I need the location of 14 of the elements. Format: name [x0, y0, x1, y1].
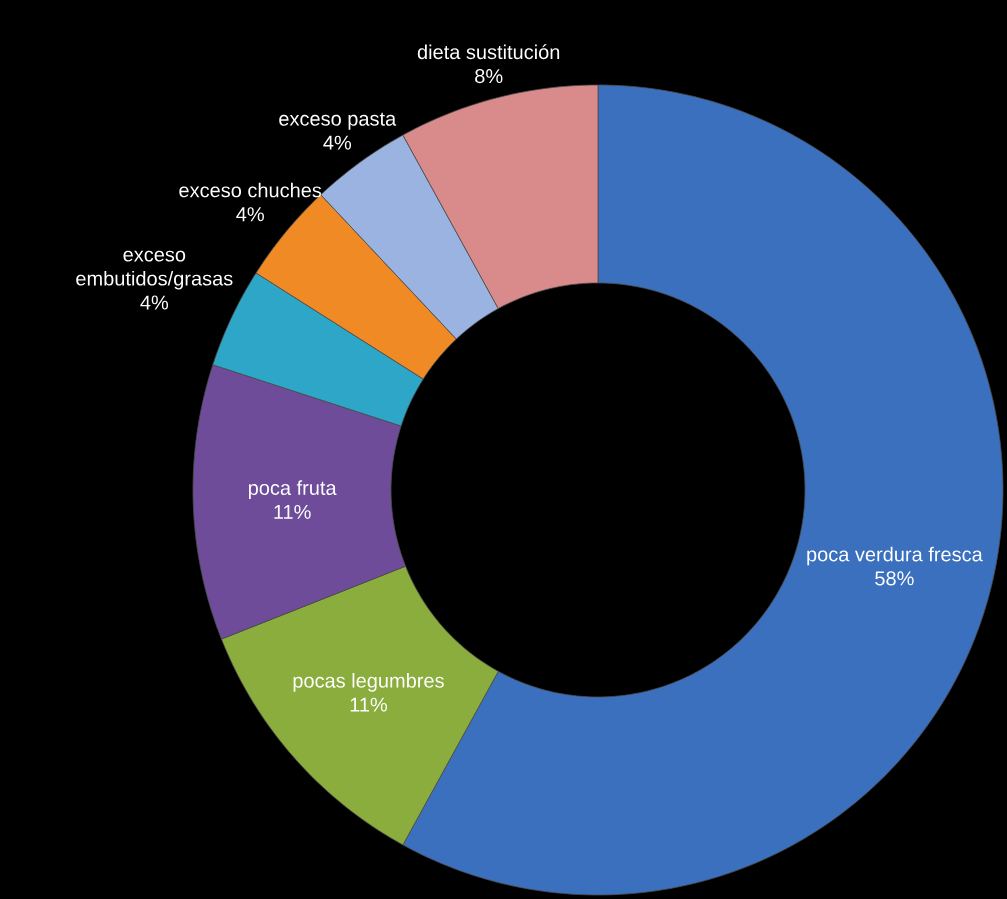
data-label: 4%	[323, 135, 352, 150]
data-label: 58%	[875, 571, 914, 586]
slice-label: exceso pasta	[279, 112, 397, 130]
data-label: 4%	[236, 207, 264, 222]
slice-label: exceso chuches	[179, 182, 322, 198]
data-label: 8%	[475, 68, 503, 84]
slice-label: poca verdura fresca	[807, 546, 983, 566]
slice-label: pocas legumbres	[293, 673, 444, 692]
slice-label: dieta sustitución	[417, 44, 560, 60]
data-label: 11%	[274, 504, 311, 519]
slice-label: poca fruta	[248, 480, 337, 499]
data-label: 4%	[140, 295, 169, 310]
data-label: 11%	[350, 697, 388, 712]
slice-label: exceso embutidos/grasas	[76, 250, 233, 290]
